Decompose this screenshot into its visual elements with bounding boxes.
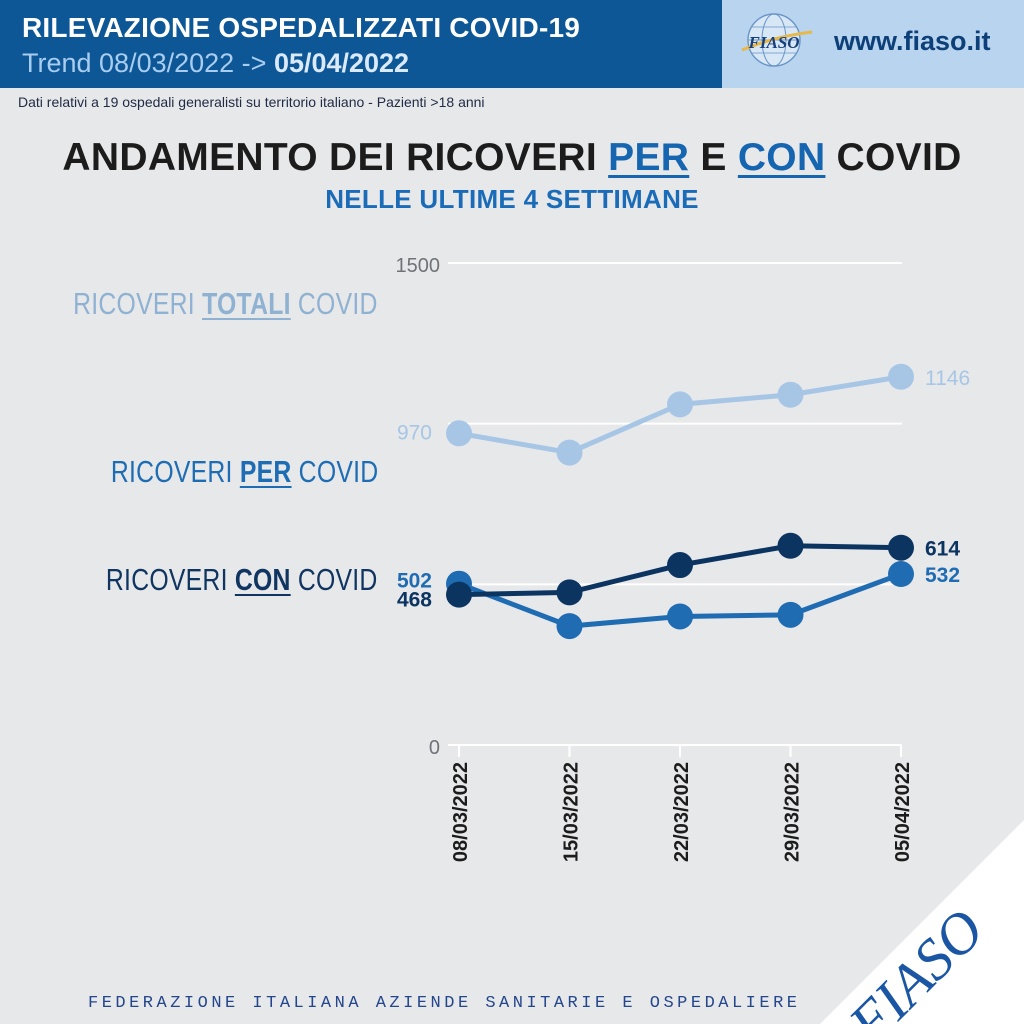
series-0-point-2 bbox=[667, 391, 693, 418]
chart-title: ANDAMENTO DEI RICOVERI PER E CON COVID bbox=[0, 136, 1024, 180]
title-per: PER bbox=[608, 136, 690, 179]
legend-con-post: COVID bbox=[291, 562, 378, 597]
legend-totali-post: COVID bbox=[291, 286, 378, 321]
x-tick-label-4: 05/04/2022 bbox=[892, 762, 914, 862]
series-1-point-1 bbox=[556, 613, 583, 640]
y-tick-label-max: 1500 bbox=[396, 255, 441, 277]
legend-per: RICOVERI PER COVID bbox=[110, 454, 378, 490]
series-0-point-1 bbox=[556, 439, 583, 466]
title-part2: E bbox=[689, 136, 738, 179]
series-2-data-label-4: 614 bbox=[925, 538, 960, 561]
x-tick-label-1: 15/03/2022 bbox=[561, 762, 583, 862]
data-source-note: Dati relativi a 19 ospedali generalisti … bbox=[18, 94, 485, 110]
legend-con: RICOVERI CON COVID bbox=[106, 562, 378, 598]
series-2-point-0 bbox=[446, 581, 472, 608]
trend-end-date: 05/04/2022 bbox=[273, 48, 410, 78]
legend-con-em: CON bbox=[235, 562, 292, 597]
series-2-point-1 bbox=[556, 579, 583, 606]
series-2-data-label-0: 468 bbox=[397, 589, 432, 612]
series-1-point-3 bbox=[777, 601, 804, 628]
series-1-data-label-0: 502 bbox=[397, 570, 432, 593]
title-con: CON bbox=[737, 136, 826, 179]
fiaso-globe-logo: FIASO bbox=[741, 13, 813, 67]
series-1-data-label-4: 532 bbox=[925, 564, 960, 587]
title-part1: ANDAMENTO DEI RICOVERI bbox=[62, 136, 609, 179]
series-0-data-label-4: 1146 bbox=[925, 367, 970, 390]
x-tick-label-3: 29/03/2022 bbox=[782, 762, 804, 862]
legend-per-pre: RICOVERI bbox=[110, 454, 240, 489]
header-title-panel: RILEVAZIONE OSPEDALIZZATI COVID-19 Trend… bbox=[0, 0, 722, 88]
x-tick-label-0: 08/03/2022 bbox=[450, 762, 472, 862]
y-tick-label-min: 0 bbox=[429, 737, 440, 759]
series-0-point-4 bbox=[888, 363, 914, 390]
series-0-data-label-0: 970 bbox=[397, 421, 432, 444]
footer-text: FEDERAZIONE ITALIANA AZIENDE SANITARIE E… bbox=[88, 994, 801, 1013]
website-link[interactable]: www.fiaso.it bbox=[834, 26, 991, 56]
series-0-point-0 bbox=[446, 420, 472, 447]
corner-triangle bbox=[820, 820, 1024, 1024]
legend-per-post: COVID bbox=[291, 454, 378, 489]
series-1-point-4 bbox=[888, 561, 914, 588]
logo-text: FIASO bbox=[747, 33, 799, 52]
legend-totali-em: TOTALI bbox=[202, 286, 292, 321]
x-tick-label-2: 22/03/2022 bbox=[671, 762, 693, 862]
legend-totali-pre: RICOVERI bbox=[73, 286, 203, 321]
series-1-point-2 bbox=[667, 603, 693, 630]
series-2-point-4 bbox=[888, 534, 914, 561]
legend-con-pre: RICOVERI bbox=[106, 562, 236, 597]
legend-totali: RICOVERI TOTALI COVID bbox=[73, 286, 378, 322]
title-part3: COVID bbox=[825, 136, 962, 179]
header-trend: Trend 08/03/2022 -> 05/04/2022 bbox=[22, 48, 409, 79]
series-0-point-3 bbox=[777, 381, 804, 408]
header: RILEVAZIONE OSPEDALIZZATI COVID-19 Trend… bbox=[0, 0, 1024, 88]
header-brand-panel: FIASO www.fiaso.it bbox=[722, 0, 1024, 88]
trend-prefix: Trend 08/03/2022 -> bbox=[22, 48, 274, 78]
series-2-point-2 bbox=[667, 552, 693, 579]
legend-per-em: PER bbox=[239, 454, 292, 489]
header-title: RILEVAZIONE OSPEDALIZZATI COVID-19 bbox=[22, 12, 581, 43]
series-2-point-3 bbox=[777, 532, 804, 559]
chart-subtitle: NELLE ULTIME 4 SETTIMANE bbox=[325, 184, 699, 214]
